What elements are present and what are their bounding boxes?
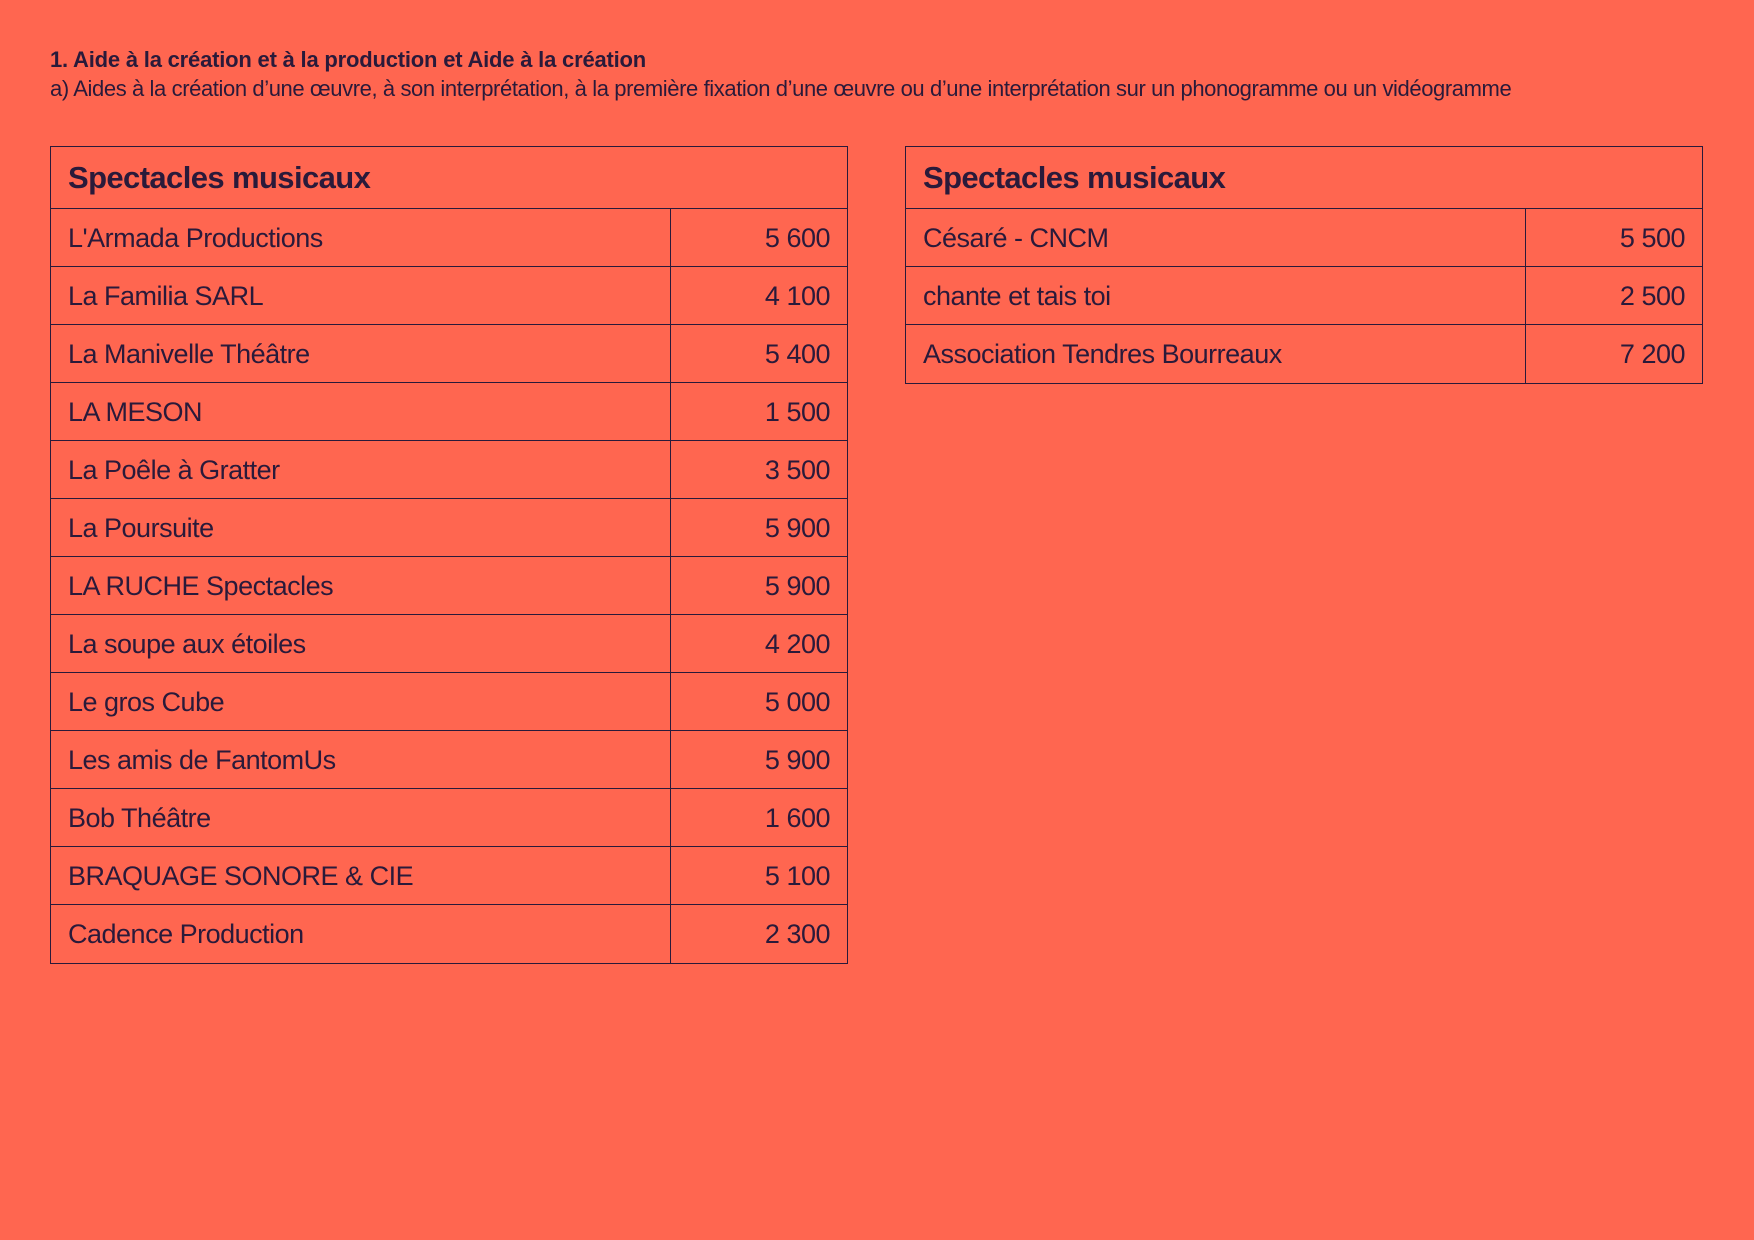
table-row: Cadence Production 2 300 (51, 905, 847, 963)
grants-table-left: Spectacles musicaux L'Armada Productions… (50, 146, 848, 964)
beneficiary-name: LA RUCHE Spectacles (51, 557, 671, 614)
grant-amount: 5 100 (764, 861, 831, 891)
table-row: BRAQUAGE SONORE & CIE 5 100 (51, 847, 847, 905)
grants-table-right: Spectacles musicaux Césaré - CNCM 5 500 ch… (905, 146, 1703, 384)
beneficiary-name: La Poursuite (51, 499, 671, 556)
grant-amount: 5 500 (1619, 223, 1686, 253)
beneficiary-name: Les amis de FantomUs (51, 731, 671, 788)
beneficiary-name: L'Armada Productions (51, 209, 671, 266)
grant-amount: 1 600 (764, 803, 831, 833)
beneficiary-name: LA MESON (51, 383, 671, 440)
document-header: 1. Aide à la création et à la production… (50, 46, 1710, 104)
table-row: La soupe aux étoiles 4 200 (51, 615, 847, 673)
table-row: LA RUCHE Spectacles 5 900 (51, 557, 847, 615)
beneficiary-name: Cadence Production (51, 905, 671, 963)
grant-amount: 5 000 (764, 687, 831, 717)
grant-amount: 5 900 (764, 513, 831, 543)
table-row: Association Tendres Bourreaux 7 200 (906, 325, 1702, 383)
table-row: La Poursuite 5 900 (51, 499, 847, 557)
grant-amount: 5 400 (764, 339, 831, 369)
table-row: Le gros Cube 5 000 (51, 673, 847, 731)
grant-amount: 2 300 (764, 919, 831, 949)
table-row: La Familia SARL 4 100 (51, 267, 847, 325)
grant-amount: 4 100 (764, 281, 831, 311)
table-row: La Poêle à Gratter 3 500 (51, 441, 847, 499)
beneficiary-name: BRAQUAGE SONORE & CIE (51, 847, 671, 904)
beneficiary-name: Bob Théâtre (51, 789, 671, 846)
beneficiary-name: La soupe aux étoiles (51, 615, 671, 672)
table-row: LA MESON 1 500 (51, 383, 847, 441)
beneficiary-name: La Familia SARL (51, 267, 671, 324)
beneficiary-name: La Manivelle Théâtre (51, 325, 671, 382)
beneficiary-name: Association Tendres Bourreaux (906, 325, 1526, 383)
beneficiary-name: Césaré - CNCM (906, 209, 1526, 266)
table-row: L'Armada Productions 5 600 (51, 209, 847, 267)
table-row: La Manivelle Théâtre 5 400 (51, 325, 847, 383)
grant-amount: 3 500 (764, 455, 831, 485)
table-row: Les amis de FantomUs 5 900 (51, 731, 847, 789)
beneficiary-name: La Poêle à Gratter (51, 441, 671, 498)
table-row: Césaré - CNCM 5 500 (906, 209, 1702, 267)
grant-amount: 4 200 (764, 629, 831, 659)
beneficiary-name: chante et tais toi (906, 267, 1526, 324)
beneficiary-name: Le gros Cube (51, 673, 671, 730)
table-title: Spectacles musicaux (906, 147, 1702, 209)
section-title: 1. Aide à la création et à la production… (50, 47, 647, 72)
grant-amount: 5 900 (764, 745, 831, 775)
grant-amount: 5 600 (764, 223, 831, 253)
grant-amount: 7 200 (1619, 339, 1686, 369)
section-subtitle: a) Aides à la création d’une œuvre, à so… (50, 76, 1512, 101)
grant-amount: 1 500 (764, 397, 831, 427)
grant-amount: 5 900 (764, 571, 831, 601)
table-row: Bob Théâtre 1 600 (51, 789, 847, 847)
grant-amount: 2 500 (1619, 281, 1686, 311)
table-title: Spectacles musicaux (51, 147, 847, 209)
table-row: chante et tais toi 2 500 (906, 267, 1702, 325)
